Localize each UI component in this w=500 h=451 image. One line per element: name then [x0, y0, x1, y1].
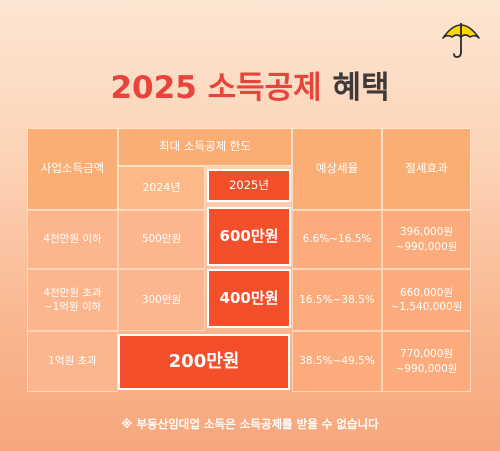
row2-saving-max: ~1,540,000원	[390, 301, 463, 313]
page-title: 2025 소득공제 혜택	[0, 62, 500, 107]
umbrella-icon	[442, 23, 480, 58]
title-highlight: 소득공제	[207, 70, 322, 106]
row3-limit-merged: 200만원	[118, 334, 290, 390]
row3-income: 1억원 초과	[27, 331, 118, 392]
row3-tax-rate: 38.5%~49.5%	[292, 331, 382, 392]
header-max-limit: 최대 소득공제 한도	[118, 128, 292, 166]
row1-limit-2024: 500만원	[118, 210, 205, 269]
row3-saving-min: 770,000원	[399, 348, 454, 361]
row1-saving-min: 396,000원	[399, 226, 454, 239]
header-tax-rate: 예상세율	[292, 128, 382, 210]
row1-tax-rate: 6.6%~16.5%	[292, 210, 382, 269]
row2-limit-2024: 300만원	[118, 269, 205, 331]
row1-saving-max: ~990,000원	[395, 240, 458, 253]
row2-limit-2025: 400만원	[207, 269, 291, 328]
header-saving: 절세효과	[382, 128, 471, 210]
row3-saving-max: ~990,000원	[395, 362, 458, 375]
header-year-2024: 2024년	[118, 166, 205, 210]
row2-income-line2: ~1억원 이하	[43, 301, 102, 313]
row2-saving-min: 660,000원	[399, 286, 454, 299]
row2-income: 4천만원 초과 ~1억원 이하	[27, 269, 118, 331]
header-income: 사업소득금액	[27, 128, 118, 210]
row2-income-line1: 4천만원 초과	[43, 286, 102, 299]
deduction-table: 사업소득금액 최대 소득공제 한도 2024년 2025년 예상세율 절세효과 …	[27, 128, 471, 392]
header-year-2025: 2025년	[207, 169, 291, 202]
row1-income: 4천만원 이하	[27, 210, 118, 269]
row1-limit-2025: 600만원	[207, 207, 291, 266]
row3-saving: 770,000원 ~990,000원	[382, 331, 471, 392]
row1-saving: 396,000원 ~990,000원	[382, 210, 471, 269]
title-rest: 혜택	[332, 70, 390, 106]
title-year: 2025	[110, 70, 197, 106]
footnote: ※ 부동산임대업 소득은 소득공제를 받을 수 없습니다	[121, 417, 379, 431]
row2-tax-rate: 16.5%~38.5%	[292, 269, 382, 331]
row2-saving: 660,000원 ~1,540,000원	[382, 269, 471, 331]
